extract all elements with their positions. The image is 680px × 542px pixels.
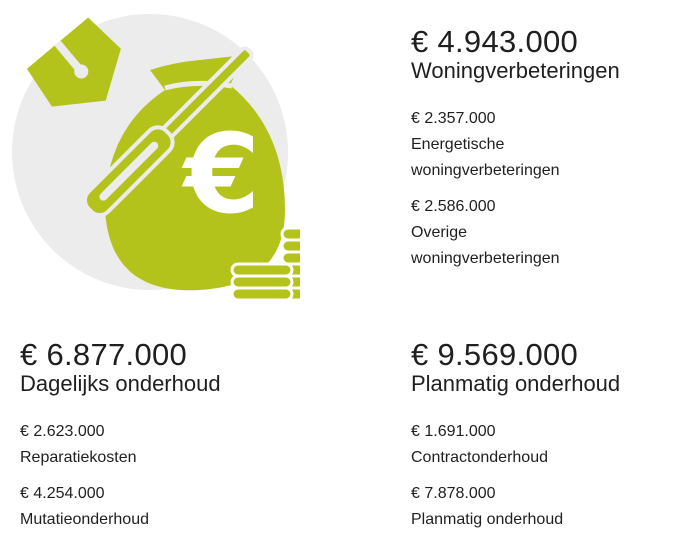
block: € 4.943.000 Woningverbeteringen € 2.357.…	[411, 26, 679, 272]
amount: € 1.691.000	[411, 423, 496, 440]
amount: € 2.623.000	[20, 423, 105, 440]
total: € 9.569.000	[411, 337, 579, 372]
item: € 4.254.000 Mutatieonderhoud	[20, 481, 220, 533]
label: Mutatieonderhoud	[20, 511, 149, 528]
amount: € 4.254.000	[20, 485, 105, 502]
svg-text:€: €	[181, 110, 261, 238]
amount: € 7.878.000	[411, 485, 496, 502]
item: € 2.357.000 Energetische woningverbeteri…	[411, 106, 611, 184]
label: Reparatiekosten	[20, 449, 137, 466]
block: € 6.877.000 Dagelijks onderhoud € 2.623.…	[20, 339, 288, 533]
amount: € 2.357.000	[411, 110, 496, 127]
item: € 7.878.000 Planmatig onderhoud	[411, 481, 611, 533]
total: € 4.943.000	[411, 24, 579, 59]
amount: € 2.586.000	[411, 198, 496, 215]
title: Woningverbeteringen	[411, 58, 620, 83]
label: Contractonderhoud	[411, 449, 548, 466]
label: Planmatig onderhoud	[411, 511, 564, 528]
block: € 9.569.000 Planmatig onderhoud € 1.691.…	[411, 339, 679, 533]
label: Overige woningverbeteringen	[411, 224, 560, 267]
money-bag-icon: €	[12, 14, 300, 302]
label: Energetische woningverbeteringen	[411, 136, 560, 179]
item: € 2.586.000 Overige woningverbeteringen	[411, 194, 611, 272]
title: Planmatig onderhoud	[411, 371, 621, 396]
item: € 2.623.000 Reparatiekosten	[20, 419, 220, 471]
title: Dagelijks onderhoud	[20, 371, 221, 396]
item: € 1.691.000 Contractonderhoud	[411, 419, 611, 471]
total: € 6.877.000	[20, 337, 188, 372]
